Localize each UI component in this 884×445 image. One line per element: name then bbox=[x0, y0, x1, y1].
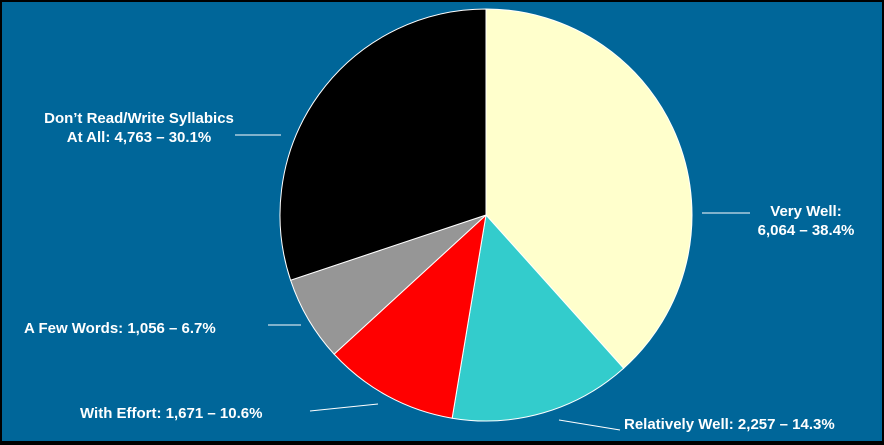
slice-relatively-well bbox=[451, 213, 625, 422]
label-with-effort: With Effort: 1,671 – 10.6% bbox=[80, 405, 263, 422]
label-relatively-well: Relatively Well: 2,257 – 14.3% bbox=[624, 416, 835, 433]
label-very-well-line2: 6,064 – 38.4% bbox=[757, 222, 855, 239]
pie-slices bbox=[279, 8, 693, 422]
slice-very-well bbox=[485, 8, 693, 369]
label-very-well-line1: Very Well: bbox=[770, 203, 842, 220]
label-dont-read-write: Don’t Read/Write Syllabics At All: 4,763… bbox=[8, 109, 270, 147]
label-dont-read-write-line1: Don’t Read/Write Syllabics bbox=[44, 110, 234, 127]
leader-lines bbox=[235, 134, 750, 431]
slice-with-effort bbox=[333, 213, 487, 419]
label-very-well: Very Well: 6,064 – 38.4% bbox=[744, 202, 868, 240]
label-dont-read-write-line2: At All: 4,763 – 30.1% bbox=[66, 129, 212, 146]
leader-relatively-well bbox=[558, 419, 621, 431]
label-a-few-words: A Few Words: 1,056 – 6.7% bbox=[24, 320, 216, 337]
leader-with-effort bbox=[309, 403, 379, 412]
slice-dont-read-write bbox=[279, 8, 487, 281]
